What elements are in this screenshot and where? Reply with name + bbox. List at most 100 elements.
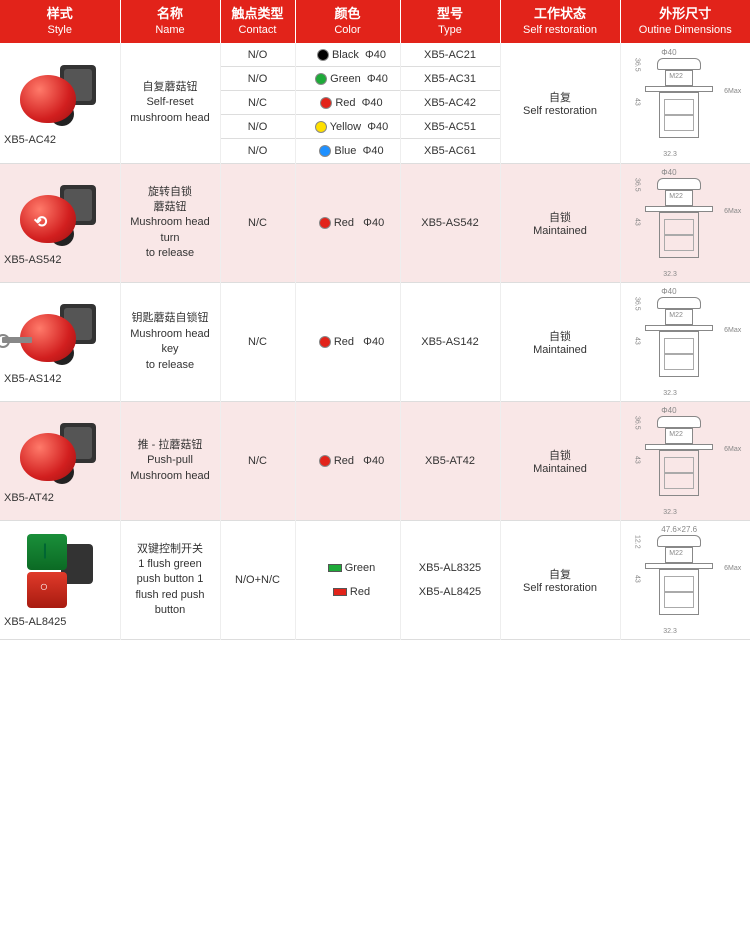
name-en: Push-pull Mushroom head (125, 453, 216, 484)
color-size: Φ40 (363, 336, 384, 348)
state-cn: 自锁 (503, 209, 618, 225)
type-cell: XB5-AT42 (400, 402, 500, 521)
table-row: XB5-AC42自复蘑菇钮Self-reset mushroom headN/O… (0, 43, 750, 164)
contact-cell: N/C (220, 402, 295, 521)
name-cn: 自复蘑菇钮 (125, 80, 216, 95)
header-color: 颜色Color (295, 0, 400, 43)
type-cell: XB5-AL8325XB5-AL8425 (400, 521, 500, 640)
name-cell: 双键控制开关1 flush green push button 1 flush … (120, 521, 220, 640)
header-cn: 样式 (2, 6, 118, 23)
color-label: Red (335, 97, 355, 109)
header-en: Outine Dimensions (623, 23, 749, 37)
part-number: XB5-AT42 (4, 492, 116, 504)
color-dot-icon (319, 336, 331, 348)
header-en: Name (123, 23, 218, 37)
header-outine-dimensions: 外形尺寸Outine Dimensions (620, 0, 750, 43)
color-dot-icon (320, 97, 332, 109)
type-subrow: XB5-AC31 (401, 67, 500, 91)
product-image (20, 60, 100, 130)
color-cell: Red Φ40 (295, 402, 400, 521)
color-label: Red (350, 586, 370, 598)
type-subrow: XB5-AC42 (401, 91, 500, 115)
color-size: Φ40 (363, 217, 384, 229)
color-size: Φ40 (363, 145, 384, 157)
header-style: 样式Style (0, 0, 120, 43)
header-cn: 颜色 (298, 6, 398, 23)
contact-subrow: N/O (221, 139, 295, 163)
header-cn: 触点类型 (223, 6, 293, 23)
type-cell: XB5-AC21XB5-AC31XB5-AC42XB5-AC51XB5-AC61 (400, 43, 500, 164)
header-name: 名称Name (120, 0, 220, 43)
state-cn: 自锁 (503, 447, 618, 463)
header-type: 型号Type (400, 0, 500, 43)
dimension-diagram: 47.6×27.6M2212.24332.36Max (635, 525, 735, 635)
name-cell: 自复蘑菇钮Self-reset mushroom head (120, 43, 220, 164)
state-cell: 自锁Maintained (500, 283, 620, 402)
name-cn: 推 - 拉蘑菇钮 (125, 438, 216, 453)
header-en: Style (2, 23, 118, 37)
color-label: Red (334, 217, 354, 229)
table-body: XB5-AC42自复蘑菇钮Self-reset mushroom headN/O… (0, 43, 750, 640)
color-size: Φ40 (365, 49, 386, 61)
header-en: Self restoration (503, 23, 618, 37)
state-en: Self restoration (503, 582, 618, 594)
name-cn: 旋转自锁蘑菇钮 (125, 185, 216, 216)
color-subrow: Blue Φ40 (296, 139, 400, 163)
name-cell: 旋转自锁蘑菇钮Mushroom head turn to release (120, 164, 220, 283)
color-cell: Green Red (295, 521, 400, 640)
color-subrow: Black Φ40 (296, 43, 400, 67)
type-subrow: XB5-AC61 (401, 139, 500, 163)
table-header: 样式Style名称Name触点类型Contact颜色Color型号Type工作状… (0, 0, 750, 43)
color-size: Φ40 (367, 121, 388, 133)
header-cn: 工作状态 (503, 6, 618, 23)
style-cell: XB5-AT42 (0, 402, 120, 521)
name-en: Mushroom head key to release (125, 327, 216, 373)
header-en: Contact (223, 23, 293, 37)
color-subrow: Green (296, 556, 400, 580)
name-en: 1 flush green push button 1 flush red pu… (125, 557, 216, 619)
state-cell: 自锁Maintained (500, 402, 620, 521)
color-square-icon (328, 564, 342, 572)
dimension-cell: Φ40M2236.54332.36Max (620, 43, 750, 164)
color-label: Black (332, 49, 359, 61)
part-number: XB5-AS542 (4, 254, 116, 266)
contact-subrow: N/C (221, 91, 295, 115)
header-cn: 型号 (403, 6, 498, 23)
dimension-diagram: Φ40M2236.54332.36Max (635, 48, 735, 158)
color-size: Φ40 (367, 73, 388, 85)
state-en: Maintained (503, 463, 618, 475)
header-en: Type (403, 23, 498, 37)
type-subrow: XB5-AC21 (401, 43, 500, 67)
style-cell: ⟲XB5-AS542 (0, 164, 120, 283)
color-cell: Red Φ40 (295, 164, 400, 283)
dimension-diagram: Φ40M2236.54332.36Max (635, 406, 735, 516)
state-cn: 自锁 (503, 328, 618, 344)
table-row: ⟲XB5-AS542旋转自锁蘑菇钮Mushroom head turn to r… (0, 164, 750, 283)
name-cell: 推 - 拉蘑菇钮Push-pull Mushroom head (120, 402, 220, 521)
dimension-cell: Φ40M2236.54332.36Max (620, 283, 750, 402)
color-subrow: Red Φ40 (296, 91, 400, 115)
color-label: Red (334, 455, 354, 467)
state-en: Maintained (503, 225, 618, 237)
name-en: Mushroom head turn to release (125, 215, 216, 261)
header-self-restoration: 工作状态Self restoration (500, 0, 620, 43)
header-cn: 名称 (123, 6, 218, 23)
type-subrow: XB5-AL8425 (401, 580, 500, 604)
color-label: Green (330, 73, 361, 85)
color-label: Green (345, 562, 376, 574)
color-square-icon (333, 588, 347, 596)
dimension-cell: Φ40M2236.54332.36Max (620, 402, 750, 521)
color-label: Red (334, 336, 354, 348)
color-cell: Black Φ40Green Φ40Red Φ40Yellow Φ40Blue … (295, 43, 400, 164)
color-label: Blue (334, 145, 356, 157)
style-cell: XB5-AC42 (0, 43, 120, 164)
contact-cell: N/C (220, 283, 295, 402)
type-subrow: XB5-AC51 (401, 115, 500, 139)
color-subrow: Yellow Φ40 (296, 115, 400, 139)
dimension-cell: Φ40M2236.54332.36Max (620, 164, 750, 283)
contact-subrow: N/O (221, 67, 295, 91)
state-cell: 自锁Maintained (500, 164, 620, 283)
part-number: XB5-AL8425 (4, 616, 116, 628)
color-dot-icon (317, 49, 329, 61)
name-en: Self-reset mushroom head (125, 95, 216, 126)
